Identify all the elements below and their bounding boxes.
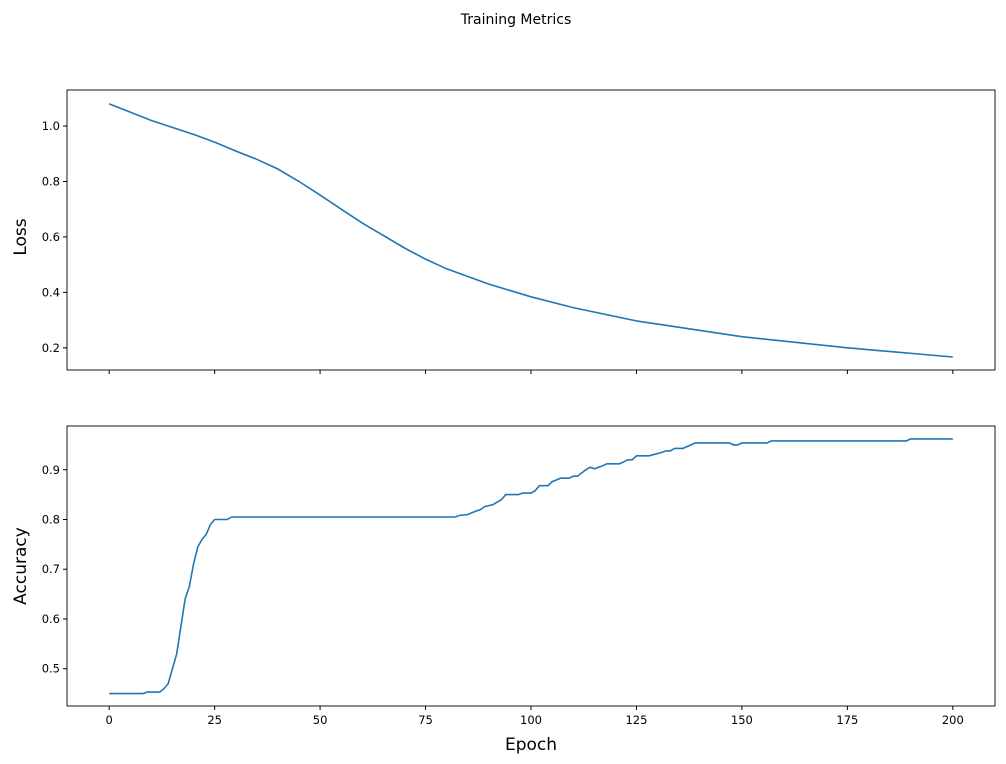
series-line: [109, 438, 953, 695]
x-tick-label: 200: [942, 713, 964, 727]
series-line: [108, 103, 953, 358]
y-tick-label: 0.6: [42, 230, 60, 244]
x-tick-label: 100: [520, 713, 542, 727]
x-tick-label: 75: [418, 713, 433, 727]
y-tick-label: 0.6: [42, 612, 60, 626]
y-tick-label: 0.8: [42, 174, 60, 188]
x-tick-label: 25: [207, 713, 222, 727]
x-tick-label: 150: [731, 713, 753, 727]
y-tick-label: 0.8: [42, 512, 60, 526]
y-tick-label: 0.2: [42, 341, 60, 355]
y-tick-label: 0.7: [42, 562, 60, 576]
accuracy-axes: 0 25 50 75 100 125 150 175 200 0.5 0.6 0.7 0.8 0.9: [42, 425, 996, 727]
axes-frame: [66, 89, 996, 371]
y-tick-label: 1.0: [42, 119, 60, 133]
loss-ylabel: Loss: [11, 218, 31, 255]
figure-title: Training Metrics: [460, 12, 572, 28]
y-tick-label: 0.4: [42, 285, 60, 299]
accuracy-ylabel: Accuracy: [11, 527, 31, 605]
y-tick-label: 0.9: [42, 463, 60, 477]
x-tick-label: 0: [106, 713, 113, 727]
x-tick-label: 50: [313, 713, 328, 727]
x-tick-label: 175: [836, 713, 858, 727]
epoch-xlabel: Epoch: [505, 735, 557, 755]
y-tick-label: 0.5: [42, 662, 60, 676]
axes-frame: [66, 425, 996, 707]
x-tick-label: 125: [625, 713, 647, 727]
loss-axes: 0.2 0.4 0.6 0.8 1.0: [42, 89, 996, 374]
